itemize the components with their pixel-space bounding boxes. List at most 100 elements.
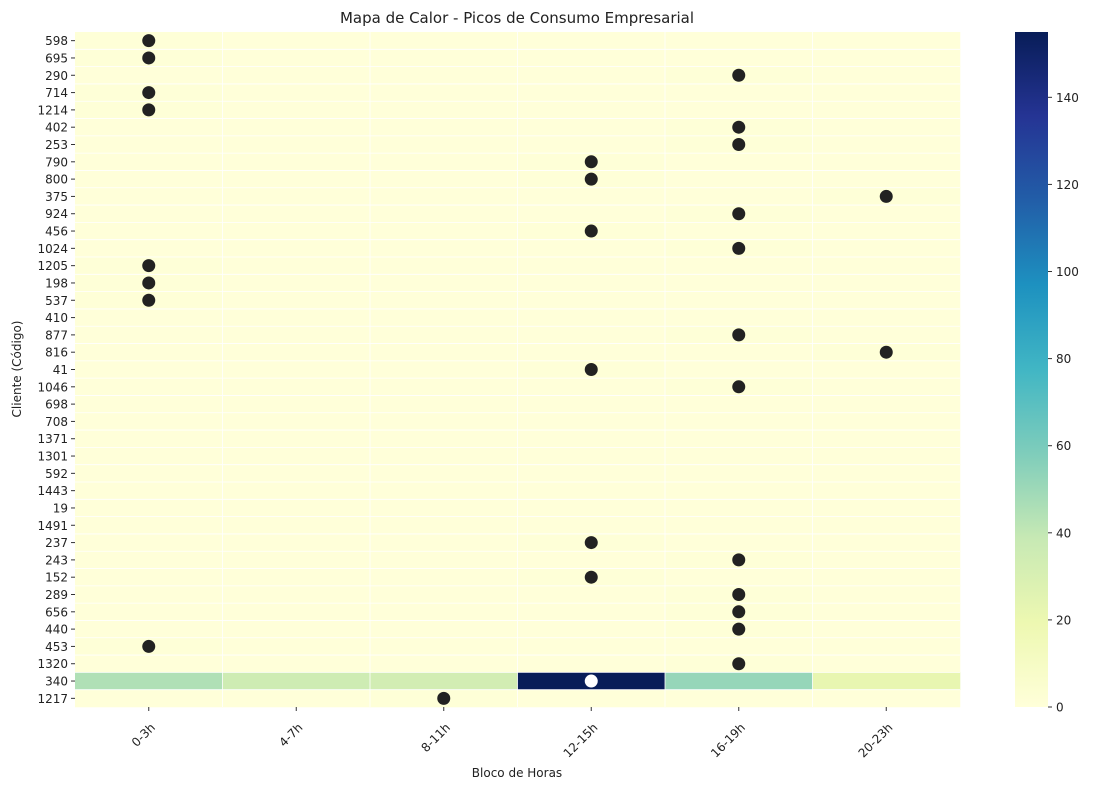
heatmap-cell-410-12-15h <box>517 308 666 327</box>
heatmap-cell-440-8-11h <box>370 620 518 639</box>
colorbar-ticks: 0 20 40 60 80 100 120 140 <box>1048 91 1079 715</box>
heatmap-cell-19-8-11h <box>370 499 518 517</box>
heatmap-cell-1217-12-15h <box>517 689 666 708</box>
heatmap-cell-695-8-11h <box>370 49 518 67</box>
heatmap-cell-243-8-11h <box>370 551 518 569</box>
heatmap-cell-253-8-11h <box>370 135 518 154</box>
peak-marker-816 <box>879 345 893 359</box>
heatmap-cell-440-4-7h <box>222 620 371 639</box>
heatmap-cell-877-0-3h <box>75 326 223 344</box>
heatmap-cell-198-12-15h <box>517 274 666 292</box>
y-tick-label: 456 <box>45 225 68 239</box>
y-tick-label: 1214 <box>37 103 68 117</box>
heatmap-cell-237-16-19h <box>665 533 813 552</box>
heatmap-cell-453-8-11h <box>370 637 518 656</box>
heatmap-cell-290-8-11h <box>370 66 518 85</box>
heatmap-cell-198-8-11h <box>370 274 518 292</box>
heatmap-cell-402-0-3h <box>75 118 223 137</box>
y-tick-label: 19 <box>53 501 68 515</box>
heatmap-cell-708-0-3h <box>75 412 223 431</box>
peak-marker-290 <box>732 68 746 82</box>
heatmap-cell-41-8-11h <box>370 360 518 379</box>
y-tick-label: 695 <box>45 51 68 65</box>
y-tick-label: 592 <box>45 467 68 481</box>
heatmap-cell-19-12-15h <box>517 499 666 517</box>
heatmap-cell-243-4-7h <box>222 551 371 569</box>
heatmap-cell-456-20-23h <box>812 222 961 240</box>
heatmap-cell-1046-12-15h <box>517 378 666 396</box>
peak-marker-1205 <box>142 259 156 273</box>
heatmap-cell-698-16-19h <box>665 395 813 414</box>
heatmap-cell-410-20-23h <box>812 308 961 327</box>
heatmap-cell-1491-8-11h <box>370 516 518 535</box>
heatmap-cell-592-20-23h <box>812 464 961 483</box>
peak-marker-375 <box>879 189 893 203</box>
peak-markers <box>142 34 893 705</box>
heatmap-cell-695-12-15h <box>517 49 666 67</box>
peak-marker-340 <box>584 674 598 688</box>
x-tick-label: 0-3h <box>129 720 158 749</box>
heatmap-cell-924-0-3h <box>75 205 223 223</box>
heatmap-cell-440-0-3h <box>75 620 223 639</box>
colorbar-tick-label: 20 <box>1056 613 1071 627</box>
heatmap-cell-1443-8-11h <box>370 482 518 500</box>
y-tick-label: 41 <box>53 363 68 377</box>
heatmap-cell-656-0-3h <box>75 603 223 621</box>
y-tick-label: 440 <box>45 623 68 637</box>
heatmap-cell-1301-4-7h <box>222 447 371 465</box>
heatmap-cell-198-16-19h <box>665 274 813 292</box>
heatmap-cell-1217-0-3h <box>75 689 223 708</box>
heatmap-cell-1371-20-23h <box>812 430 961 448</box>
heatmap-cell-656-20-23h <box>812 603 961 621</box>
heatmap-cell-877-20-23h <box>812 326 961 344</box>
heatmap-cell-410-8-11h <box>370 308 518 327</box>
y-tick-label: 1024 <box>37 242 68 256</box>
peak-marker-289 <box>732 588 746 601</box>
heatmap-cell-816-4-7h <box>222 343 371 362</box>
heatmap-cell-152-16-19h <box>665 568 813 587</box>
heatmap-cell-1491-12-15h <box>517 516 666 535</box>
peak-marker-1024 <box>732 241 746 255</box>
y-tick-label: 1443 <box>37 484 68 498</box>
heatmap-cell-289-12-15h <box>517 585 666 604</box>
heatmap-cell-198-4-7h <box>222 274 371 292</box>
heatmap-cell-1443-4-7h <box>222 482 371 500</box>
heatmap-cell-816-0-3h <box>75 343 223 362</box>
y-tick-label: 243 <box>45 553 68 567</box>
heatmap-cell-243-12-15h <box>517 551 666 569</box>
y-tick-label: 714 <box>45 86 68 100</box>
x-tick-label: 20-23h <box>856 720 896 760</box>
heatmap-cell-1443-16-19h <box>665 482 813 500</box>
heatmap-cell-410-16-19h <box>665 308 813 327</box>
colorbar-tick-label: 0 <box>1056 701 1064 715</box>
heatmap-cell-41-16-19h <box>665 360 813 379</box>
x-tick-label: 12-15h <box>561 720 601 760</box>
y-axis-label: Cliente (Código) <box>10 321 24 418</box>
peak-marker-402 <box>732 120 746 134</box>
heatmap-cell-289-4-7h <box>222 585 371 604</box>
heatmap-cell-1491-16-19h <box>665 516 813 535</box>
heatmap-cell-1024-0-3h <box>75 239 223 258</box>
y-tick-label: 877 <box>45 328 68 342</box>
peak-marker-198 <box>142 276 156 290</box>
heatmap-cell-41-0-3h <box>75 360 223 379</box>
y-tick-label: 598 <box>45 34 68 48</box>
y-tick-label: 656 <box>45 605 68 619</box>
heatmap-cell-698-20-23h <box>812 395 961 414</box>
heatmap-cell-1320-4-7h <box>222 655 371 673</box>
y-tick-label: 698 <box>45 398 68 412</box>
heatmap-cell-698-8-11h <box>370 395 518 414</box>
peak-marker-41 <box>584 363 598 376</box>
heatmap-cell-253-12-15h <box>517 135 666 154</box>
heatmap-cell-243-20-23h <box>812 551 961 569</box>
heatmap-cell-598-12-15h <box>517 32 666 50</box>
heatmap-cell-453-4-7h <box>222 637 371 656</box>
heatmap-cell-1046-8-11h <box>370 378 518 396</box>
peak-marker-1217 <box>437 691 451 705</box>
heatmap-cell-656-12-15h <box>517 603 666 621</box>
heatmap-cell-1320-8-11h <box>370 655 518 673</box>
heatmap-cell-340-20-23h <box>812 672 961 690</box>
heatmap-cell-340-0-3h <box>75 672 223 690</box>
heatmap-cell-598-20-23h <box>812 32 961 50</box>
heatmap-cell-41-4-7h <box>222 360 371 379</box>
